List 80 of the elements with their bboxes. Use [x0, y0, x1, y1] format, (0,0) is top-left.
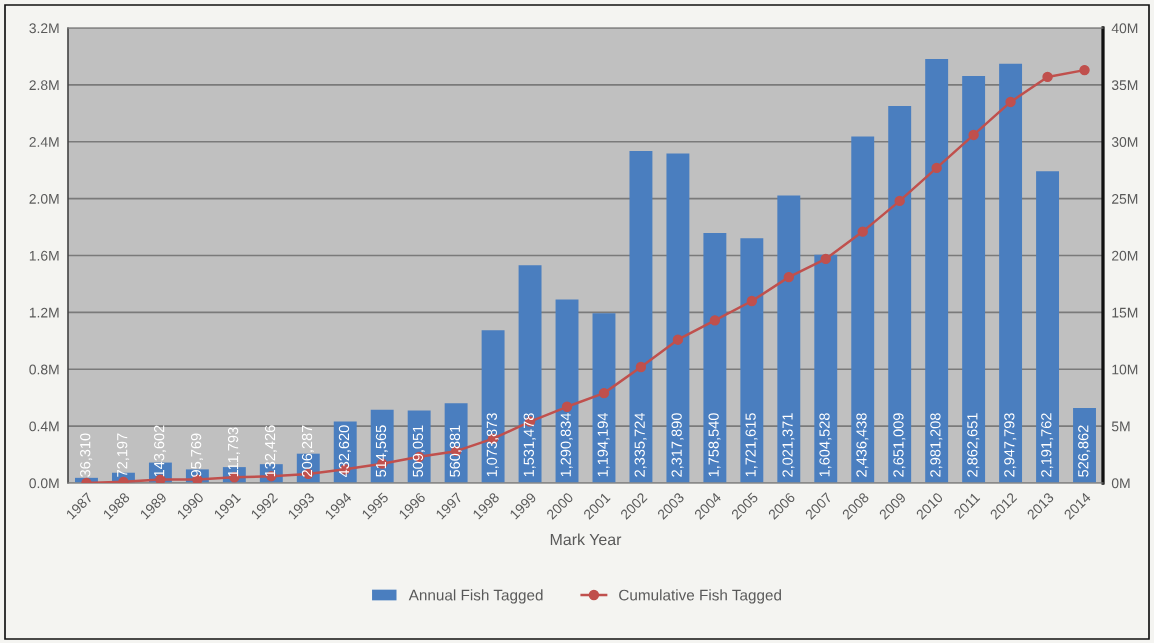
point [709, 315, 721, 326]
y-tick-label: 2.4M [29, 137, 59, 147]
bar [925, 59, 949, 483]
y2-tick-label: 30M [1111, 137, 1138, 147]
bar [592, 313, 616, 483]
y2-tick-label: 10M [1112, 364, 1138, 375]
bar [814, 254, 838, 483]
y2-tick-label: 35M [1111, 80, 1138, 91]
data-label: 2,021,371 [782, 413, 795, 477]
bar [555, 299, 579, 483]
y2-tick-label: 0M [1111, 478, 1130, 489]
data-label: 1,194,194 [597, 412, 610, 477]
data-label: 2,947,793 [1004, 413, 1017, 477]
bar [777, 195, 801, 483]
point [783, 271, 795, 283]
bar [851, 136, 875, 483]
data-label: 514,565 [375, 425, 388, 477]
point [894, 195, 905, 207]
y2-tick-label: 20M [1112, 250, 1138, 261]
data-label: 2,981,208 [930, 413, 943, 477]
data-label: 111,793 [227, 427, 240, 477]
bar [703, 232, 727, 483]
y2-tick-label: 25M [1112, 193, 1138, 204]
point [857, 226, 868, 237]
data-label: 1,758,540 [708, 413, 721, 477]
data-label: 2,317,890 [671, 413, 684, 477]
data-label: 95,769 [190, 433, 204, 477]
legend-label: Cumulative Fish Tagged [619, 589, 781, 604]
y-tick-label: 0.0M [29, 478, 59, 489]
point [1042, 71, 1053, 83]
y-tick-label: 3.2M [29, 23, 59, 34]
data-label: 206,287 [301, 425, 314, 477]
point [1079, 64, 1090, 76]
data-label: 2,436,438 [856, 413, 869, 477]
data-label: 36,310 [80, 433, 93, 477]
data-label: 1,531,478 [523, 413, 536, 477]
data-label: 2,862,651 [967, 413, 980, 477]
point [820, 253, 831, 265]
x-axis-title: Mark Year [550, 533, 622, 546]
data-label: 72,197 [117, 433, 130, 477]
y-tick-label: 0.8M [29, 364, 59, 375]
data-label: 1,604,528 [819, 413, 832, 477]
data-label: 526,862 [1078, 425, 1091, 477]
data-label: 432,620 [338, 425, 351, 478]
y-tick-label: 2.0M [29, 193, 59, 204]
data-label: 509,051 [412, 425, 425, 477]
data-label: 2,191,762 [1041, 413, 1054, 477]
bar [740, 238, 764, 483]
y2-tick-label: 15M [1112, 307, 1138, 318]
point [746, 295, 758, 307]
bar [888, 106, 912, 483]
data-label: 560,881 [449, 425, 462, 477]
data-label: 1,721,615 [745, 413, 758, 477]
point [1005, 96, 1016, 108]
data-label: 2,651,009 [893, 413, 906, 477]
y-tick-label: 1.2M [29, 307, 59, 318]
bar [629, 150, 653, 483]
bar [481, 330, 505, 483]
y-tick-label: 2.8M [29, 80, 59, 91]
bar [518, 265, 542, 483]
point [561, 401, 573, 412]
legend-label: Annual Fish Tagged [408, 589, 543, 604]
bar [1036, 171, 1060, 483]
point [931, 162, 942, 174]
bar [999, 63, 1023, 483]
data-label: 1,290,834 [560, 412, 573, 477]
y-tick-label: 1.6M [29, 250, 59, 261]
data-label: 132,426 [264, 425, 277, 477]
data-label: 1,073,873 [486, 413, 499, 477]
y2-tick-label: 40M [1111, 23, 1138, 34]
data-label: 2,335,724 [634, 412, 647, 477]
point [635, 361, 647, 373]
bar [962, 75, 986, 483]
point [968, 129, 979, 141]
y-tick-label: 0.4M [29, 421, 59, 432]
y2-tick-label: 5M [1111, 421, 1130, 432]
point [598, 387, 610, 399]
data-label: 143,602 [154, 425, 167, 477]
bar [666, 153, 690, 483]
point [672, 334, 684, 345]
